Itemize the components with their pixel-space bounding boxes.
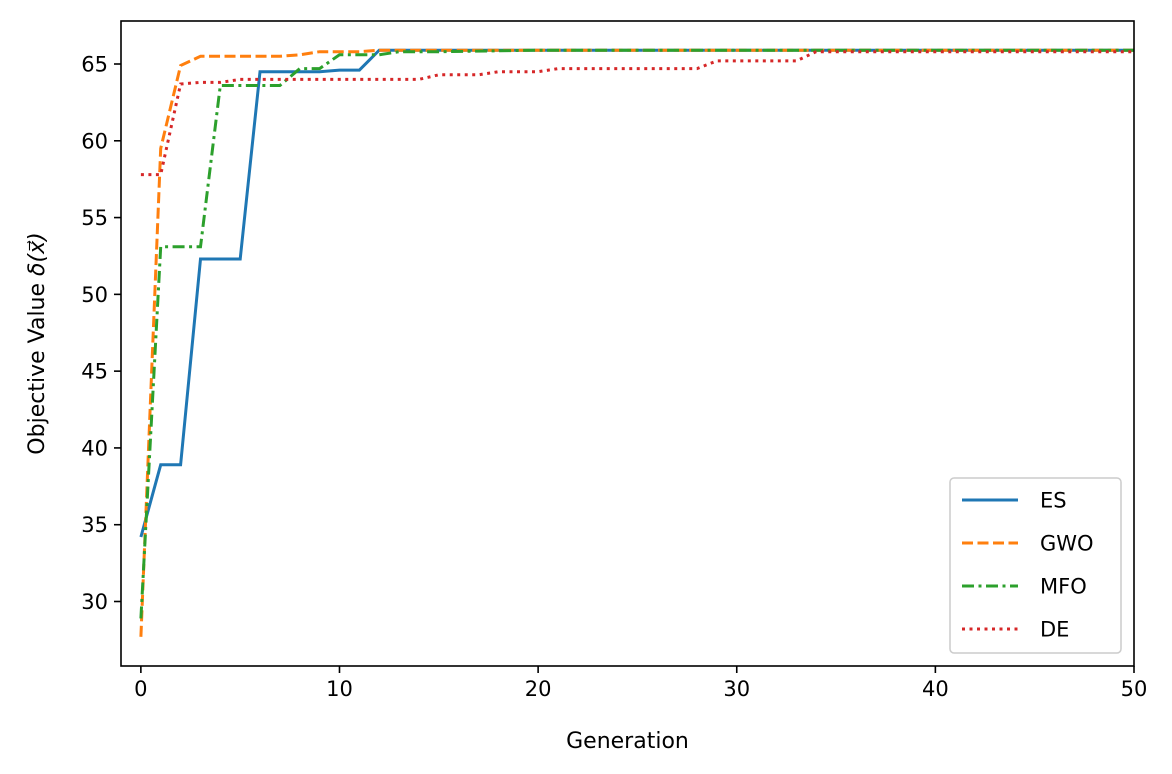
x-axis-ticks: 0 10 20 30 40 50 xyxy=(134,666,1147,701)
legend-label-es: ES xyxy=(1040,489,1067,513)
y-tick-label: 40 xyxy=(81,436,108,460)
y-axis-label-text: Objective Value xyxy=(25,276,50,455)
y-tick-label: 50 xyxy=(81,283,108,307)
x-tick-label: 20 xyxy=(525,677,552,701)
x-tick-label: 0 xyxy=(134,677,147,701)
plot-lines xyxy=(139,48,1134,637)
legend-label-mfo: MFO xyxy=(1040,575,1087,599)
y-tick-label: 35 xyxy=(81,513,108,537)
y-axis-label: Objective Value δ(x⃗) xyxy=(25,232,50,454)
legend-label-de: DE xyxy=(1040,618,1069,642)
y-tick-label: 30 xyxy=(81,590,108,614)
series-line-de xyxy=(140,50,1134,177)
x-tick-label: 40 xyxy=(922,677,949,701)
y-tick-label: 60 xyxy=(81,129,108,153)
plot-frame xyxy=(120,20,1135,667)
x-axis-label: Generation xyxy=(566,729,689,754)
y-tick-label: 65 xyxy=(81,53,108,77)
x-tick-label: 10 xyxy=(326,677,353,701)
legend-label-gwo: GWO xyxy=(1040,532,1094,556)
x-tick-label: 50 xyxy=(1121,677,1148,701)
x-tick-label: 30 xyxy=(723,677,750,701)
y-axis-ticks: 30 35 40 45 50 55 60 65 xyxy=(81,53,121,614)
y-axis-label-math: δ(x⃗) xyxy=(25,232,50,276)
y-tick-label: 55 xyxy=(81,206,108,230)
legend: ES GWO MFO DE xyxy=(949,477,1122,654)
series-line-mfo xyxy=(139,48,1134,619)
y-tick-label: 45 xyxy=(81,360,108,384)
legend-box xyxy=(949,477,1122,654)
